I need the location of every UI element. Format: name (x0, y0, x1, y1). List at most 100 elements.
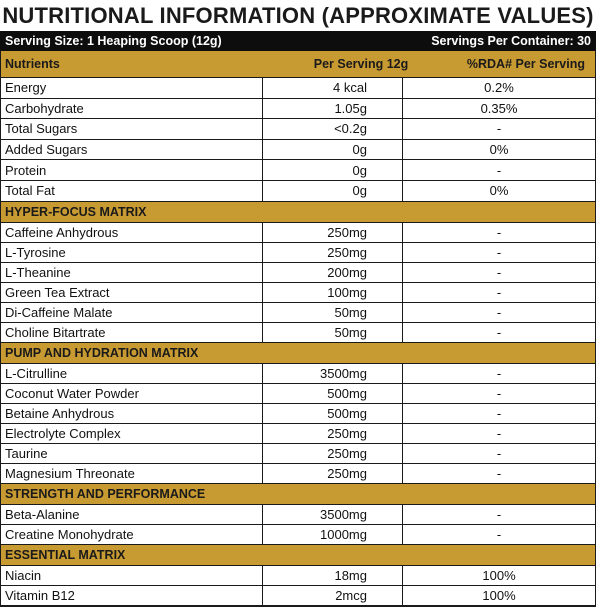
nutrient-amount: 200mg (263, 262, 403, 282)
table-header: Nutrients Per Serving 12g %RDA# Per Serv… (1, 51, 595, 78)
nutrient-name: Total Fat (1, 180, 263, 201)
nutrient-name: Coconut Water Powder (1, 383, 263, 403)
header-rda: %RDA# Per Serving (466, 57, 585, 71)
table-row: L-Theanine 200mg - (1, 262, 595, 283)
nutrient-rda: - (496, 224, 502, 240)
nutrient-rda: - (496, 405, 502, 421)
table-row: Total Sugars <0.2g - (1, 119, 595, 140)
nutrient-amount: 500mg (263, 383, 403, 403)
nutrient-name: Creatine Monohydrate (1, 524, 263, 544)
section-header: PUMP AND HYDRATION MATRIX (1, 342, 595, 364)
section-header: STRENGTH AND PERFORMANCE (1, 483, 595, 505)
nutrient-amount: 3500mg (263, 363, 403, 383)
nutrient-amount: 250mg (263, 463, 403, 483)
table-row: Electrolyte Complex 250mg - (1, 423, 595, 444)
nutrient-name: Taurine (1, 443, 263, 463)
nutrient-rda: 0% (489, 142, 509, 158)
table-row: Coconut Water Powder 500mg - (1, 383, 595, 404)
nutrient-rda: - (496, 526, 502, 542)
nutrient-name: Betaine Anhydrous (1, 403, 263, 423)
section-header: HYPER-FOCUS MATRIX (1, 201, 595, 223)
table-row: Magnesium Threonate 250mg - (1, 463, 595, 484)
basic-rows: Energy 4 kcal 0.2% Carbohydrate 1.05g 0.35% To… (1, 78, 595, 202)
nutrient-rda: - (496, 506, 502, 522)
table-row: Choline Bitartrate 50mg - (1, 322, 595, 343)
serving-size: Serving Size: 1 Heaping Scoop (12g) (5, 34, 222, 48)
table-row: Protein 0g - (1, 160, 595, 181)
nutrient-name: L-Theanine (1, 262, 263, 282)
nutrient-name: Beta-Alanine (1, 504, 263, 524)
nutrient-amount: 250mg (263, 443, 403, 463)
nutrient-rda: - (496, 385, 502, 401)
table-row: Total Fat 0g 0% (1, 180, 595, 202)
nutrient-amount: 250mg (263, 423, 403, 443)
nutrient-name: Total Sugars (1, 119, 263, 139)
nutrient-rda: 100% (482, 567, 516, 583)
nutrient-amount: 250mg (263, 242, 403, 262)
nutrient-amount: 18mg (263, 565, 403, 585)
table-row: Green Tea Extract 100mg - (1, 282, 595, 303)
nutrient-name: Vitamin B12 (1, 585, 263, 605)
nutrient-rda: - (496, 121, 502, 137)
section-rows: HYPER-FOCUS MATRIX Caffeine Anhydrous 250m… (1, 201, 595, 606)
nutrient-amount: 250mg (263, 222, 403, 242)
nutrient-name: L-Citrulline (1, 363, 263, 383)
nutrient-amount: <0.2g (263, 119, 403, 139)
table-row: Energy 4 kcal 0.2% (1, 78, 595, 99)
nutrient-amount: 1000mg (263, 524, 403, 544)
nutrient-rda: - (496, 264, 502, 280)
nutrient-amount: 500mg (263, 403, 403, 423)
nutrient-name: Energy (1, 78, 263, 98)
nutrient-rda: - (496, 162, 502, 178)
nutrient-rda: 0.35% (480, 100, 518, 116)
nutrient-rda: 0.2% (484, 80, 514, 96)
nutrient-rda: - (496, 304, 502, 320)
table-row: Di-Caffeine Malate 50mg - (1, 302, 595, 323)
section-header: ESSENTIAL MATRIX (1, 544, 595, 566)
table-row: Carbohydrate 1.05g 0.35% (1, 98, 595, 120)
table-row: Caffeine Anhydrous 250mg - (1, 222, 595, 243)
nutrient-name: Added Sugars (1, 139, 263, 160)
nutrient-rda: - (496, 324, 502, 340)
nutrient-rda: - (496, 465, 502, 481)
table-row: Betaine Anhydrous 500mg - (1, 403, 595, 424)
table-row: Niacin 18mg 100% (1, 565, 595, 586)
nutrient-amount: 0g (263, 180, 403, 201)
nutrition-table: Nutrients Per Serving 12g %RDA# Per Serv… (0, 51, 596, 607)
nutrient-amount: 4 kcal (263, 78, 403, 98)
nutrient-name: Caffeine Anhydrous (1, 222, 263, 242)
nutrient-rda: 0% (489, 183, 509, 199)
table-row: Beta-Alanine 3500mg - (1, 504, 595, 525)
nutrient-amount: 2mcg (263, 585, 403, 605)
nutrient-name: Magnesium Threonate (1, 463, 263, 483)
nutrient-amount: 1.05g (263, 98, 403, 119)
nutrient-name: Electrolyte Complex (1, 423, 263, 443)
nutrient-name: Di-Caffeine Malate (1, 302, 263, 322)
nutrient-amount: 3500mg (263, 504, 403, 524)
nutrient-rda: - (496, 445, 502, 461)
nutrient-name: Carbohydrate (1, 98, 263, 119)
panel-title: NUTRITIONAL INFORMATION (APPROXIMATE VAL… (2, 3, 594, 28)
table-row: Added Sugars 0g 0% (1, 139, 595, 161)
nutrient-name: Green Tea Extract (1, 282, 263, 302)
nutrient-amount: 0g (263, 160, 403, 180)
nutrient-amount: 0g (263, 139, 403, 160)
table-row: Creatine Monohydrate 1000mg - (1, 524, 595, 545)
nutrient-rda: 100% (482, 587, 516, 603)
servings-per-container: Servings Per Container: 30 (431, 34, 591, 48)
nutrient-rda: - (496, 284, 502, 300)
nutrient-amount: 50mg (263, 322, 403, 342)
nutrient-rda: - (496, 244, 502, 260)
nutrient-name: Choline Bitartrate (1, 322, 263, 342)
header-per-serving: Per Serving 12g (313, 57, 409, 71)
nutrient-rda: - (496, 365, 502, 381)
table-row: Vitamin B12 2mcg 100% (1, 585, 595, 606)
table-row: L-Citrulline 3500mg - (1, 363, 595, 384)
nutrient-amount: 100mg (263, 282, 403, 302)
serving-bar: Serving Size: 1 Heaping Scoop (12g) Serv… (0, 31, 596, 51)
nutrient-amount: 50mg (263, 302, 403, 322)
nutrient-name: L-Tyrosine (1, 242, 263, 262)
nutrient-rda: - (496, 425, 502, 441)
header-nutrients: Nutrients (5, 57, 60, 71)
